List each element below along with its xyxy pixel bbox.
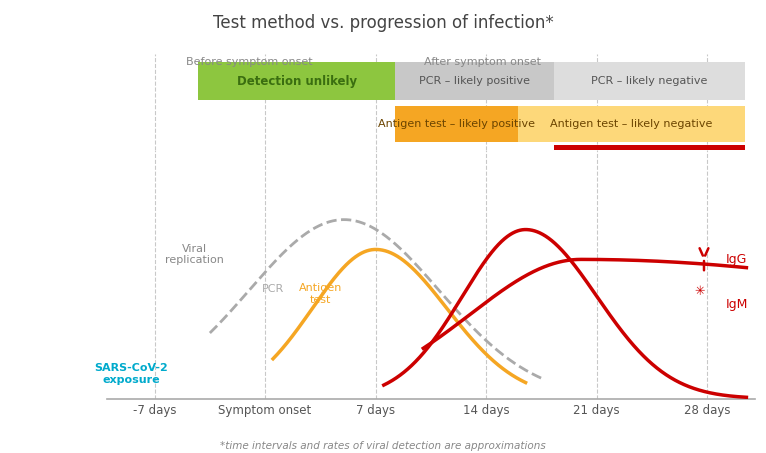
FancyBboxPatch shape [395,106,519,142]
Text: Antigen
test: Antigen test [299,284,342,305]
FancyBboxPatch shape [198,62,395,100]
Text: ✳: ✳ [694,285,705,298]
Text: *time intervals and rates of viral detection are approximations: *time intervals and rates of viral detec… [220,441,546,451]
Text: Viral
replication: Viral replication [165,244,224,265]
Text: Detection unlikely: Detection unlikely [237,75,357,87]
Text: Test method vs. progression of infection*: Test method vs. progression of infection… [213,14,553,32]
Text: Antigen test – likely positive: Antigen test – likely positive [378,119,535,129]
Text: PCR – likely positive: PCR – likely positive [419,76,530,86]
FancyBboxPatch shape [519,106,745,142]
Text: Antigen test – likely negative: Antigen test – likely negative [550,119,712,129]
Text: IgM: IgM [726,298,748,311]
Text: Before symptom onset: Before symptom onset [186,57,313,67]
Text: Antibody detection: Antibody detection [582,164,716,178]
Text: IgG: IgG [726,253,748,266]
Text: PCR – likely negative: PCR – likely negative [591,76,708,86]
FancyBboxPatch shape [554,62,745,100]
FancyBboxPatch shape [554,145,745,193]
Text: PCR: PCR [262,284,284,294]
FancyBboxPatch shape [395,62,554,100]
Text: SARS-CoV-2
exposure: SARS-CoV-2 exposure [94,363,168,385]
Text: After symptom onset: After symptom onset [424,57,541,67]
